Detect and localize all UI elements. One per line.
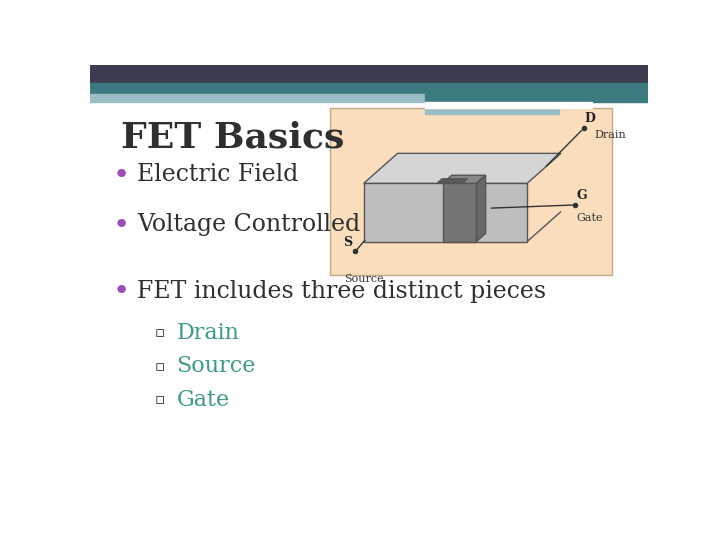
Polygon shape — [443, 175, 485, 183]
Text: Voltage Controlled: Voltage Controlled — [138, 213, 361, 237]
Bar — [425, 108, 559, 114]
Text: D: D — [585, 112, 595, 125]
Text: •: • — [112, 278, 130, 306]
Polygon shape — [527, 212, 561, 241]
Text: Source: Source — [344, 274, 384, 285]
Text: S: S — [343, 237, 353, 249]
Polygon shape — [477, 175, 485, 241]
Polygon shape — [364, 183, 527, 241]
Bar — [330, 109, 612, 275]
Polygon shape — [437, 179, 467, 183]
Text: ▫: ▫ — [154, 326, 165, 341]
Text: •: • — [112, 211, 130, 239]
Bar — [90, 94, 425, 102]
Text: Gate: Gate — [176, 388, 230, 410]
Bar — [90, 83, 648, 94]
Text: Drain: Drain — [595, 131, 626, 140]
Bar — [90, 65, 648, 83]
Text: Drain: Drain — [176, 322, 239, 344]
Polygon shape — [443, 183, 477, 241]
Polygon shape — [364, 153, 561, 183]
Text: FET includes three distinct pieces: FET includes three distinct pieces — [138, 280, 546, 303]
Text: FET Basics: FET Basics — [121, 121, 344, 155]
Text: •: • — [112, 161, 130, 189]
Text: ▫: ▫ — [154, 359, 165, 374]
Bar — [425, 94, 648, 102]
Text: G: G — [576, 188, 587, 201]
Text: Electric Field: Electric Field — [138, 164, 299, 186]
Text: Source: Source — [176, 355, 256, 377]
Text: ▫: ▫ — [154, 392, 165, 407]
Text: Gate: Gate — [576, 213, 603, 223]
Bar — [425, 102, 592, 108]
